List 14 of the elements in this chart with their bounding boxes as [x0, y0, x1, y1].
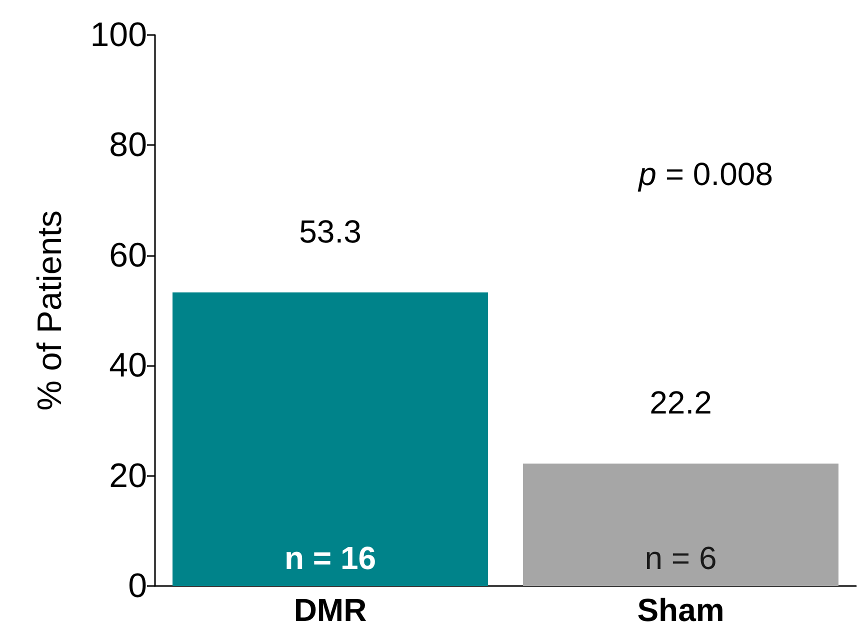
y-tick-label: 0 [128, 567, 147, 605]
x-tick-label: Sham [637, 592, 724, 628]
annotation: p = 0.008 [638, 156, 773, 192]
x-tick-label: DMR [294, 592, 367, 628]
data-label: 53.3 [299, 213, 362, 250]
annotation: n = 16 [284, 540, 376, 576]
y-tick-label: 100 [90, 16, 147, 54]
y-tick-label: 20 [109, 456, 147, 495]
annotation: n = 6 [644, 540, 717, 576]
y-tick-label: 40 [109, 346, 147, 385]
y-tick-label: 60 [109, 236, 147, 274]
y-axis-title: % of Patients [31, 210, 69, 411]
data-label: 22.2 [650, 384, 712, 421]
y-tick-label: 80 [109, 126, 147, 164]
